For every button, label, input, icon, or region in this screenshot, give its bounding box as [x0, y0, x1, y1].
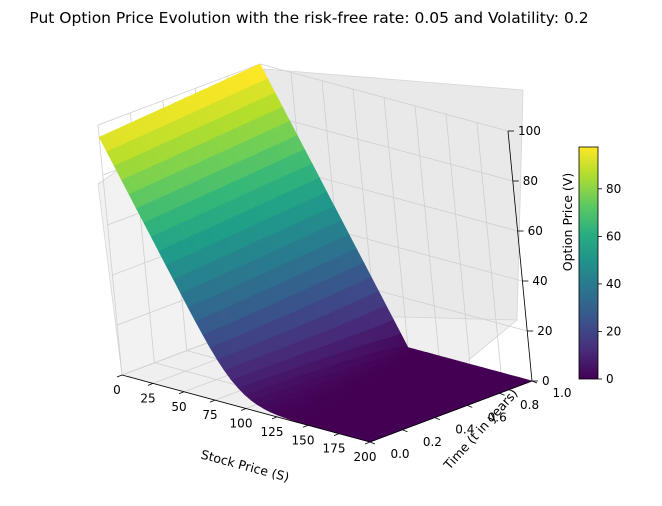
- y-tick-label: 1.0: [552, 386, 571, 400]
- surface-patch: [98, 134, 113, 152]
- y-tick-label: 0.4: [455, 423, 474, 437]
- x-tick-mark: [364, 441, 371, 445]
- x-axis-label: Stock Price (S): [199, 447, 291, 485]
- colorbar-tick-label: 0: [606, 372, 614, 386]
- y-tick-label: 0.6: [488, 410, 507, 424]
- x-tick-mark: [147, 383, 154, 386]
- x-tick-mark: [178, 391, 185, 395]
- colorbar-tick-label: 80: [606, 182, 621, 196]
- y-tick-label: 0.0: [390, 447, 409, 461]
- colorbar-tick-label: 40: [606, 277, 621, 291]
- x-tick-label: 0: [113, 383, 121, 397]
- y-tick-mark: [499, 392, 505, 396]
- x-tick-label: 75: [202, 408, 217, 422]
- z-tick-label: 80: [523, 174, 538, 188]
- colorbar-tick-label: 20: [606, 325, 621, 339]
- x-tick-mark: [302, 424, 309, 428]
- y-tick-mark: [467, 405, 473, 408]
- y-tick-mark: [434, 417, 440, 420]
- x-tick-mark: [271, 416, 278, 420]
- x-tick-label: 200: [354, 450, 377, 464]
- x-tick-label: 175: [323, 442, 346, 456]
- z-tick-label: 100: [518, 124, 541, 138]
- x-tick-mark: [333, 433, 340, 436]
- x-tick-label: 150: [292, 433, 315, 447]
- z-tick-label: 60: [528, 224, 543, 238]
- y-tick-mark: [402, 429, 408, 433]
- chart-title: Put Option Price Evolution with the risk…: [29, 9, 588, 27]
- x-tick-mark: [116, 374, 123, 378]
- x-tick-label: 100: [230, 417, 253, 431]
- y-tick-mark: [369, 441, 376, 445]
- x-tick-mark: [240, 408, 247, 411]
- z-axis-label: Option Price (V): [560, 173, 575, 271]
- x-tick-label: 125: [261, 425, 284, 439]
- colorbar-gradient: [578, 146, 599, 380]
- x-tick-label: 25: [140, 391, 155, 405]
- y-tick-label: 0.8: [520, 398, 539, 412]
- option-price-surface: [98, 63, 533, 443]
- z-tick-label: 0: [542, 374, 550, 388]
- x-tick-mark: [209, 399, 216, 403]
- colorbar-ticks: 0 20 40 60 80: [598, 182, 621, 386]
- x-tick-label: 50: [171, 400, 186, 414]
- z-tick-label: 20: [537, 324, 552, 338]
- colorbar: 0 20 40 60 80: [578, 146, 621, 386]
- y-tick-label: 0.2: [423, 435, 442, 449]
- colorbar-tick-label: 60: [606, 229, 621, 243]
- z-tick-label: 40: [532, 274, 547, 288]
